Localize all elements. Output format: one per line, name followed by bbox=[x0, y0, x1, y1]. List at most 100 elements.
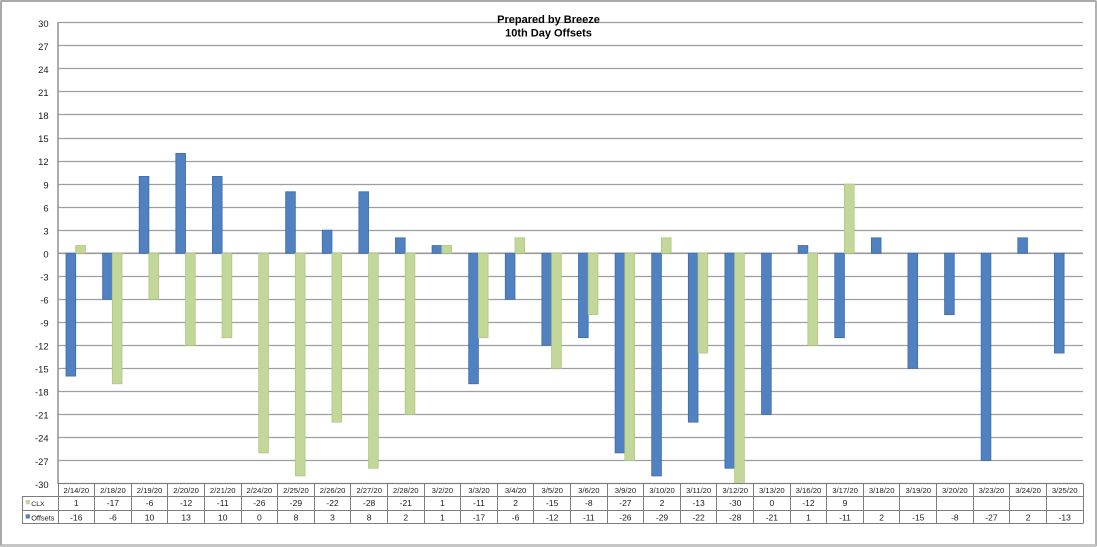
svg-text:-30: -30 bbox=[729, 498, 742, 508]
svg-text:Prepared by Breeze: Prepared by Breeze bbox=[497, 14, 600, 26]
svg-text:-29: -29 bbox=[656, 513, 669, 523]
svg-text:2: 2 bbox=[513, 498, 518, 508]
svg-text:-29: -29 bbox=[290, 498, 303, 508]
svg-text:3/13/20: 3/13/20 bbox=[759, 486, 785, 495]
svg-text:1: 1 bbox=[440, 498, 445, 508]
svg-text:10th Day Offsets: 10th Day Offsets bbox=[505, 27, 592, 39]
svg-text:2: 2 bbox=[660, 498, 665, 508]
svg-text:-15: -15 bbox=[35, 364, 49, 375]
svg-text:-15: -15 bbox=[912, 513, 925, 523]
svg-text:0: 0 bbox=[257, 513, 262, 523]
svg-text:-8: -8 bbox=[951, 513, 959, 523]
svg-text:3/16/20: 3/16/20 bbox=[796, 486, 822, 495]
svg-text:2/21/20: 2/21/20 bbox=[210, 486, 236, 495]
svg-text:-26: -26 bbox=[619, 513, 632, 523]
svg-text:10: 10 bbox=[218, 513, 228, 523]
svg-text:2/28/20: 2/28/20 bbox=[393, 486, 419, 495]
svg-text:3/20/20: 3/20/20 bbox=[942, 486, 968, 495]
svg-text:-22: -22 bbox=[326, 498, 339, 508]
svg-text:2: 2 bbox=[403, 513, 408, 523]
svg-text:-6: -6 bbox=[146, 498, 154, 508]
svg-text:-24: -24 bbox=[35, 433, 49, 444]
svg-text:21: 21 bbox=[38, 87, 48, 98]
svg-text:CLX: CLX bbox=[31, 501, 45, 508]
svg-text:-26: -26 bbox=[253, 498, 266, 508]
svg-text:3/4/20: 3/4/20 bbox=[505, 486, 526, 495]
svg-text:2/25/20: 2/25/20 bbox=[283, 486, 309, 495]
svg-text:-12: -12 bbox=[546, 513, 559, 523]
svg-text:24: 24 bbox=[38, 64, 48, 75]
svg-text:-3: -3 bbox=[40, 271, 48, 282]
svg-text:2/27/20: 2/27/20 bbox=[356, 486, 382, 495]
svg-text:3/9/20: 3/9/20 bbox=[615, 486, 636, 495]
svg-text:2: 2 bbox=[1026, 513, 1031, 523]
svg-text:8: 8 bbox=[367, 513, 372, 523]
svg-text:2/18/20: 2/18/20 bbox=[100, 486, 126, 495]
svg-text:9: 9 bbox=[843, 498, 848, 508]
svg-text:-28: -28 bbox=[729, 513, 742, 523]
svg-text:2/24/20: 2/24/20 bbox=[247, 486, 273, 495]
svg-text:12: 12 bbox=[38, 156, 48, 167]
svg-text:2/20/20: 2/20/20 bbox=[173, 486, 199, 495]
svg-text:-30: -30 bbox=[35, 479, 49, 490]
svg-text:3/6/20: 3/6/20 bbox=[578, 486, 599, 495]
svg-text:1: 1 bbox=[74, 498, 79, 508]
svg-text:-6: -6 bbox=[109, 513, 117, 523]
svg-text:3: 3 bbox=[43, 225, 48, 236]
svg-text:-11: -11 bbox=[217, 498, 229, 508]
svg-text:10: 10 bbox=[145, 513, 155, 523]
svg-text:-15: -15 bbox=[546, 498, 559, 508]
svg-text:2/26/20: 2/26/20 bbox=[320, 486, 346, 495]
svg-text:3/17/20: 3/17/20 bbox=[832, 486, 858, 495]
svg-text:-18: -18 bbox=[35, 387, 49, 398]
svg-text:0: 0 bbox=[769, 498, 774, 508]
svg-text:-8: -8 bbox=[585, 498, 593, 508]
svg-text:-13: -13 bbox=[1059, 513, 1072, 523]
svg-text:3/23/20: 3/23/20 bbox=[979, 486, 1005, 495]
svg-text:15: 15 bbox=[38, 133, 48, 144]
svg-text:-11: -11 bbox=[839, 513, 851, 523]
svg-text:-22: -22 bbox=[692, 513, 705, 523]
svg-text:-21: -21 bbox=[766, 513, 779, 523]
svg-text:3/10/20: 3/10/20 bbox=[649, 486, 675, 495]
svg-text:-6: -6 bbox=[40, 294, 48, 305]
svg-text:-11: -11 bbox=[473, 498, 485, 508]
svg-text:1: 1 bbox=[440, 513, 445, 523]
svg-text:-16: -16 bbox=[70, 513, 83, 523]
svg-text:-9: -9 bbox=[40, 318, 48, 329]
svg-text:-17: -17 bbox=[107, 498, 120, 508]
svg-text:30: 30 bbox=[38, 18, 48, 29]
svg-text:0: 0 bbox=[43, 248, 48, 259]
svg-text:3/12/20: 3/12/20 bbox=[722, 486, 748, 495]
svg-text:18: 18 bbox=[38, 110, 48, 121]
svg-text:Offsets: Offsets bbox=[31, 513, 55, 522]
svg-text:-12: -12 bbox=[180, 498, 193, 508]
svg-text:3: 3 bbox=[330, 513, 335, 523]
svg-text:9: 9 bbox=[43, 179, 48, 190]
svg-text:3/19/20: 3/19/20 bbox=[905, 486, 931, 495]
svg-text:2/19/20: 2/19/20 bbox=[137, 486, 163, 495]
svg-text:3/5/20: 3/5/20 bbox=[542, 486, 563, 495]
svg-text:3/25/20: 3/25/20 bbox=[1052, 486, 1078, 495]
svg-text:13: 13 bbox=[181, 513, 191, 523]
svg-text:6: 6 bbox=[43, 202, 48, 213]
svg-text:2: 2 bbox=[879, 513, 884, 523]
svg-text:-11: -11 bbox=[583, 513, 595, 523]
svg-text:-21: -21 bbox=[35, 410, 49, 421]
svg-text:-6: -6 bbox=[512, 513, 520, 523]
svg-text:3/3/20: 3/3/20 bbox=[468, 486, 489, 495]
svg-text:1: 1 bbox=[806, 513, 811, 523]
svg-text:-17: -17 bbox=[473, 513, 486, 523]
svg-text:-12: -12 bbox=[35, 341, 49, 352]
svg-text:3/11/20: 3/11/20 bbox=[686, 486, 711, 495]
svg-text:-27: -27 bbox=[35, 456, 49, 467]
svg-text:2/14/20: 2/14/20 bbox=[63, 486, 89, 495]
svg-text:-21: -21 bbox=[400, 498, 413, 508]
svg-text:3/18/20: 3/18/20 bbox=[869, 486, 895, 495]
svg-text:27: 27 bbox=[38, 41, 48, 52]
svg-text:-27: -27 bbox=[985, 513, 998, 523]
svg-text:-27: -27 bbox=[619, 498, 632, 508]
svg-text:-28: -28 bbox=[363, 498, 376, 508]
svg-text:3/2/20: 3/2/20 bbox=[432, 486, 453, 495]
svg-text:-13: -13 bbox=[692, 498, 705, 508]
